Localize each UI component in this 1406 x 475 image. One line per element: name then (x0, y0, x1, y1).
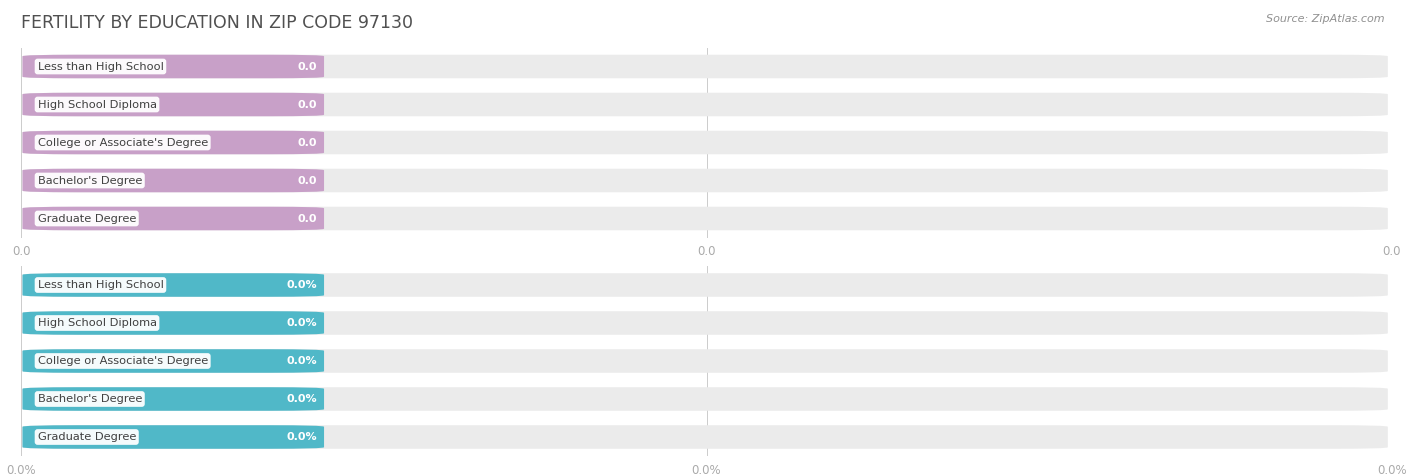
Text: 0.0: 0.0 (298, 213, 318, 224)
Text: 0.0%: 0.0% (287, 394, 318, 404)
Text: Bachelor's Degree: Bachelor's Degree (38, 175, 142, 186)
FancyBboxPatch shape (22, 387, 323, 411)
FancyBboxPatch shape (22, 169, 323, 192)
Text: 0.0: 0.0 (298, 99, 318, 110)
FancyBboxPatch shape (22, 273, 323, 297)
FancyBboxPatch shape (22, 207, 323, 230)
FancyBboxPatch shape (22, 93, 1388, 116)
Text: FERTILITY BY EDUCATION IN ZIP CODE 97130: FERTILITY BY EDUCATION IN ZIP CODE 97130 (21, 14, 413, 32)
Text: 0.0%: 0.0% (287, 280, 318, 290)
Text: Less than High School: Less than High School (38, 61, 163, 72)
FancyBboxPatch shape (22, 387, 1388, 411)
Text: 0.0%: 0.0% (287, 432, 318, 442)
Text: 0.0: 0.0 (298, 137, 318, 148)
FancyBboxPatch shape (22, 55, 323, 78)
FancyBboxPatch shape (22, 55, 1388, 78)
FancyBboxPatch shape (22, 93, 323, 116)
Text: Graduate Degree: Graduate Degree (38, 432, 136, 442)
FancyBboxPatch shape (22, 131, 1388, 154)
Text: 0.0%: 0.0% (287, 318, 318, 328)
FancyBboxPatch shape (22, 349, 1388, 373)
FancyBboxPatch shape (22, 311, 1388, 335)
Text: 0.0: 0.0 (298, 175, 318, 186)
FancyBboxPatch shape (22, 425, 323, 449)
FancyBboxPatch shape (22, 311, 323, 335)
Text: 0.0: 0.0 (298, 61, 318, 72)
Text: 0.0%: 0.0% (287, 356, 318, 366)
Text: Graduate Degree: Graduate Degree (38, 213, 136, 224)
FancyBboxPatch shape (22, 169, 1388, 192)
FancyBboxPatch shape (22, 425, 1388, 449)
Text: Bachelor's Degree: Bachelor's Degree (38, 394, 142, 404)
Text: Source: ZipAtlas.com: Source: ZipAtlas.com (1267, 14, 1385, 24)
Text: College or Associate's Degree: College or Associate's Degree (38, 137, 208, 148)
Text: College or Associate's Degree: College or Associate's Degree (38, 356, 208, 366)
FancyBboxPatch shape (22, 207, 1388, 230)
FancyBboxPatch shape (22, 131, 323, 154)
Text: High School Diploma: High School Diploma (38, 318, 156, 328)
Text: Less than High School: Less than High School (38, 280, 163, 290)
FancyBboxPatch shape (22, 349, 323, 373)
Text: High School Diploma: High School Diploma (38, 99, 156, 110)
FancyBboxPatch shape (22, 273, 1388, 297)
